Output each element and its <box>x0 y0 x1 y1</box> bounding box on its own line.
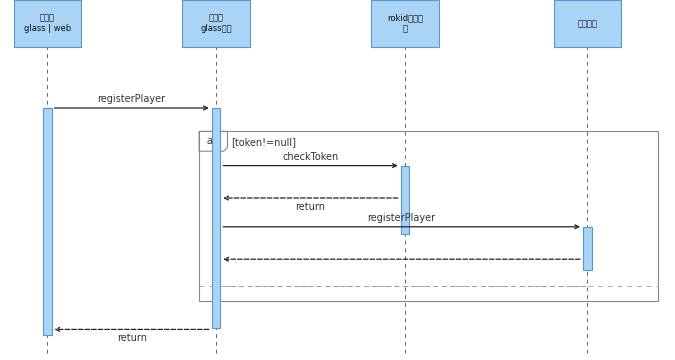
Text: 服务端
glass网关: 服务端 glass网关 <box>200 14 232 33</box>
Text: registerPlayer: registerPlayer <box>368 213 435 223</box>
Bar <box>554 0 621 47</box>
Bar <box>199 131 658 301</box>
Text: return: return <box>117 333 146 343</box>
Bar <box>14 0 81 47</box>
Bar <box>182 0 250 47</box>
Text: registerPlayer: registerPlayer <box>98 94 165 104</box>
Text: alt: alt <box>207 136 219 146</box>
Text: checkToken: checkToken <box>282 152 339 162</box>
Bar <box>583 227 591 270</box>
Text: rokid账户服
务: rokid账户服 务 <box>387 14 423 33</box>
Text: 用户服务: 用户服务 <box>577 19 597 28</box>
Text: return: return <box>296 202 325 212</box>
Text: 客户端
glass | web: 客户端 glass | web <box>24 14 71 33</box>
Bar <box>43 108 51 335</box>
Bar <box>371 0 439 47</box>
Text: [token!=null]: [token!=null] <box>231 137 296 147</box>
Bar <box>401 166 409 234</box>
Bar <box>212 108 220 328</box>
